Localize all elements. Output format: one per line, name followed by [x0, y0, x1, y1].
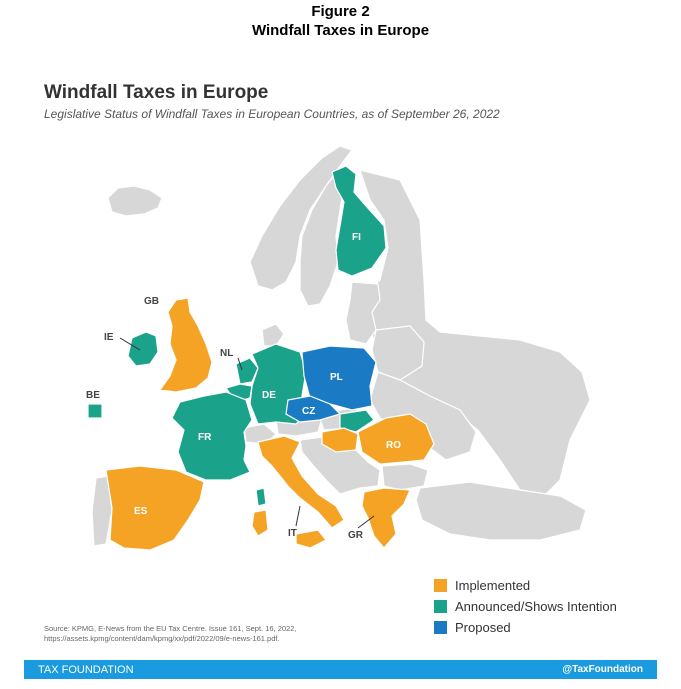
country-sicily [295, 529, 327, 549]
legend-swatch-implemented [434, 579, 447, 592]
map-title: Windfall Taxes in Europe [44, 82, 269, 103]
source-line-1: Source: KPMG, E-News from the EU Tax Cen… [44, 624, 297, 633]
label-ro: RO [386, 440, 401, 451]
country-poland [301, 345, 377, 411]
leader-ie [119, 337, 141, 351]
country-uk [158, 297, 213, 393]
figure-title: Windfall Taxes in Europe [251, 22, 430, 39]
footer-bar: TAX FOUNDATION @TaxFoundation [24, 660, 657, 679]
legend: Implemented Announced/Shows Intention Pr… [434, 575, 617, 638]
label-ie: IE [104, 332, 114, 343]
country-baltics [345, 281, 381, 345]
footer-brand: TAX FOUNDATION [38, 663, 134, 676]
country-hungary [321, 427, 359, 453]
label-gr: GR [348, 530, 364, 541]
source-line-2: https://assets.kpmg/content/dam/kpmg/xx/… [44, 634, 280, 643]
legend-label-implemented: Implemented [455, 578, 531, 593]
label-es: ES [134, 506, 148, 517]
country-corsica [255, 487, 267, 507]
label-fi: FI [352, 232, 361, 243]
country-italy [257, 435, 345, 529]
country-sardinia [251, 509, 269, 537]
figure-label: Figure 2 [311, 3, 370, 20]
country-bulgaria [381, 463, 429, 491]
leader-it [295, 505, 301, 527]
source-note: Source: KPMG, E-News from the EU Tax Cen… [44, 624, 404, 644]
legend-label-proposed: Proposed [455, 620, 511, 635]
country-sweden [299, 168, 345, 307]
leader-nl [237, 357, 243, 371]
label-nl: NL [220, 348, 233, 359]
label-be: BE [86, 390, 100, 401]
country-france [171, 391, 253, 481]
legend-item-proposed: Proposed [434, 617, 617, 638]
be-marker [87, 403, 103, 419]
legend-item-implemented: Implemented [434, 575, 617, 596]
country-belarus [371, 325, 425, 381]
legend-swatch-announced [434, 600, 447, 613]
label-de: DE [262, 390, 276, 401]
country-finland [331, 165, 387, 277]
country-netherlands [235, 357, 259, 385]
label-it: IT [288, 528, 297, 539]
footer-handle: @TaxFoundation [562, 664, 643, 675]
label-fr: FR [198, 432, 212, 443]
country-iceland [107, 185, 163, 217]
label-pl: PL [330, 372, 343, 383]
country-turkey [415, 481, 587, 541]
country-romania [357, 413, 435, 465]
country-czechia [285, 395, 342, 423]
map-subtitle: Legislative Status of Windfall Taxes in … [44, 107, 500, 121]
label-gb: GB [144, 296, 159, 307]
legend-label-announced: Announced/Shows Intention [455, 599, 617, 614]
label-cz: CZ [302, 406, 315, 417]
leader-gr [357, 515, 375, 529]
country-spain [105, 465, 205, 551]
country-hungary-region [339, 409, 375, 433]
country-ireland [127, 331, 159, 367]
legend-swatch-proposed [434, 621, 447, 634]
legend-item-announced: Announced/Shows Intention [434, 596, 617, 617]
country-denmark [261, 323, 285, 347]
country-ukraine [369, 371, 477, 461]
country-greece [361, 487, 411, 549]
